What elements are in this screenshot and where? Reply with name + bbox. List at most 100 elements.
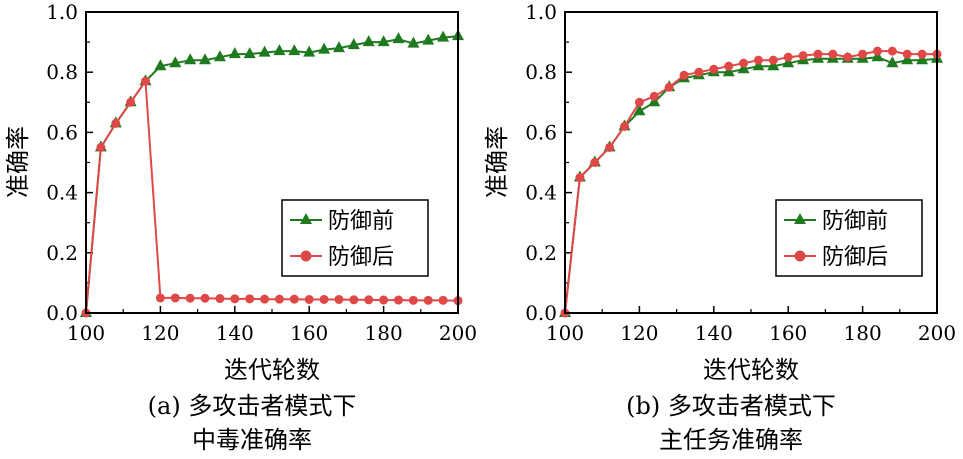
data-point-triangle — [258, 45, 271, 57]
data-point-triangle — [633, 104, 646, 116]
x-tick-label: 200 — [918, 321, 956, 345]
data-point-circle — [334, 294, 344, 304]
panel-a-legend-box — [281, 199, 429, 277]
y-tick-label: 0.2 — [46, 241, 78, 265]
data-point-circle — [423, 295, 433, 305]
data-point-triangle — [347, 38, 360, 50]
data-point-triangle — [154, 59, 167, 71]
data-point-circle — [393, 295, 403, 305]
data-point-circle — [245, 294, 255, 304]
panel-a-poison-accuracy: 100 120 140 160 180 200 0.0 0.2 0.4 0.6 0.8 1.0 准确率… — [4, 0, 477, 454]
data-point-circle — [813, 49, 823, 59]
panel-b-plot-frame — [564, 11, 938, 314]
panel-b-y-axis-label: 准确率 — [483, 126, 511, 198]
data-point-circle — [379, 295, 389, 305]
panel-b-ticks: 100 120 140 160 180 200 0.0 0.2 0.4 0.6 0.8 1.0 — [525, 0, 956, 345]
panel-a-x-axis-label: 迭代轮数 — [224, 356, 320, 384]
data-point-triangle — [333, 41, 345, 53]
data-point-triangle — [377, 35, 390, 47]
panel-b-series — [559, 46, 943, 318]
data-point-circle — [274, 294, 284, 304]
panel-a-y-axis-label: 准确率 — [4, 126, 32, 198]
data-point-triangle — [871, 50, 884, 62]
panel-b-caption-line2: 主任务准确率 — [659, 426, 803, 454]
data-point-circle — [694, 67, 704, 77]
data-point-circle — [289, 294, 299, 304]
x-tick-label: 160 — [769, 321, 807, 345]
y-tick-label: 0.6 — [46, 120, 78, 144]
data-point-circle — [185, 293, 195, 303]
panel-a-series — [80, 29, 464, 318]
y-tick-label: 0.2 — [525, 241, 557, 265]
data-point-circle — [408, 295, 418, 305]
panel-a-caption-line2: 中毒准确率 — [192, 426, 312, 454]
data-point-triangle — [288, 44, 301, 56]
data-point-triangle — [767, 59, 780, 71]
data-point-circle — [438, 295, 448, 305]
data-point-circle — [126, 97, 136, 107]
data-point-circle — [724, 61, 734, 71]
legend-label-after: 防御后 — [328, 245, 394, 270]
data-point-circle — [917, 49, 927, 59]
data-point-circle — [753, 55, 763, 65]
data-point-triangle — [407, 36, 420, 48]
data-point-circle — [649, 91, 659, 101]
data-point-triangle — [318, 42, 331, 54]
data-point-circle — [575, 173, 585, 183]
data-point-circle — [230, 294, 240, 304]
data-point-circle — [155, 293, 165, 303]
data-point-triangle — [886, 56, 899, 68]
y-tick-label: 0.6 — [525, 120, 557, 144]
data-point-triangle — [752, 59, 765, 71]
data-point-circle — [260, 294, 270, 304]
data-point-circle — [768, 55, 778, 65]
data-point-circle — [887, 46, 897, 56]
panel-b-legend: 防御前 防御后 — [775, 199, 923, 277]
panel-a-plot-frame — [85, 11, 459, 314]
data-point-triangle — [273, 44, 286, 56]
data-point-triangle — [362, 35, 375, 47]
data-point-triangle — [392, 32, 405, 44]
y-tick-label: 0.4 — [525, 181, 557, 205]
data-point-circle — [872, 46, 882, 56]
data-point-triangle — [422, 33, 435, 45]
x-tick-label: 100 — [67, 321, 105, 345]
data-point-circle — [620, 121, 630, 131]
panel-b-caption-line1: (b) 多攻击者模式下 — [626, 392, 836, 420]
y-tick-label: 0.4 — [46, 181, 78, 205]
data-point-circle — [590, 158, 600, 167]
data-point-triangle — [228, 47, 241, 59]
x-tick-label: 120 — [141, 321, 179, 345]
data-point-circle — [858, 49, 868, 59]
y-tick-label: 0.8 — [46, 60, 78, 84]
legend-label-after: 防御后 — [822, 245, 888, 270]
data-point-triangle — [303, 45, 316, 57]
data-point-circle — [111, 118, 121, 128]
data-point-circle — [319, 294, 329, 304]
x-tick-label: 180 — [365, 321, 403, 345]
data-point-circle — [828, 49, 838, 59]
series-line-after-defense — [85, 78, 459, 314]
data-point-triangle — [648, 95, 661, 107]
x-tick-label: 200 — [439, 321, 477, 345]
data-point-circle — [141, 76, 151, 86]
data-point-circle — [349, 295, 359, 305]
data-point-circle — [304, 294, 314, 304]
data-point-circle — [170, 293, 180, 303]
x-tick-label: 100 — [546, 321, 584, 345]
data-point-triangle — [213, 50, 226, 62]
data-point-circle — [200, 293, 210, 303]
data-point-triangle — [437, 30, 450, 42]
data-point-triangle — [916, 53, 929, 65]
panel-a-ticks: 100 120 140 160 180 200 0.0 0.2 0.4 0.6 0.8 1.0 — [46, 0, 477, 345]
panel-a-caption-line1: (a) 多攻击者模式下 — [148, 392, 357, 420]
data-point-circle — [798, 51, 808, 61]
x-tick-label: 160 — [290, 321, 328, 345]
data-point-circle — [364, 295, 374, 305]
data-point-triangle — [169, 56, 182, 68]
y-tick-label: 0.0 — [525, 301, 557, 325]
data-point-circle — [679, 70, 689, 80]
data-point-circle — [902, 49, 912, 59]
data-point-circle — [783, 52, 793, 62]
panel-a-legend: 防御前 防御后 — [281, 199, 429, 277]
